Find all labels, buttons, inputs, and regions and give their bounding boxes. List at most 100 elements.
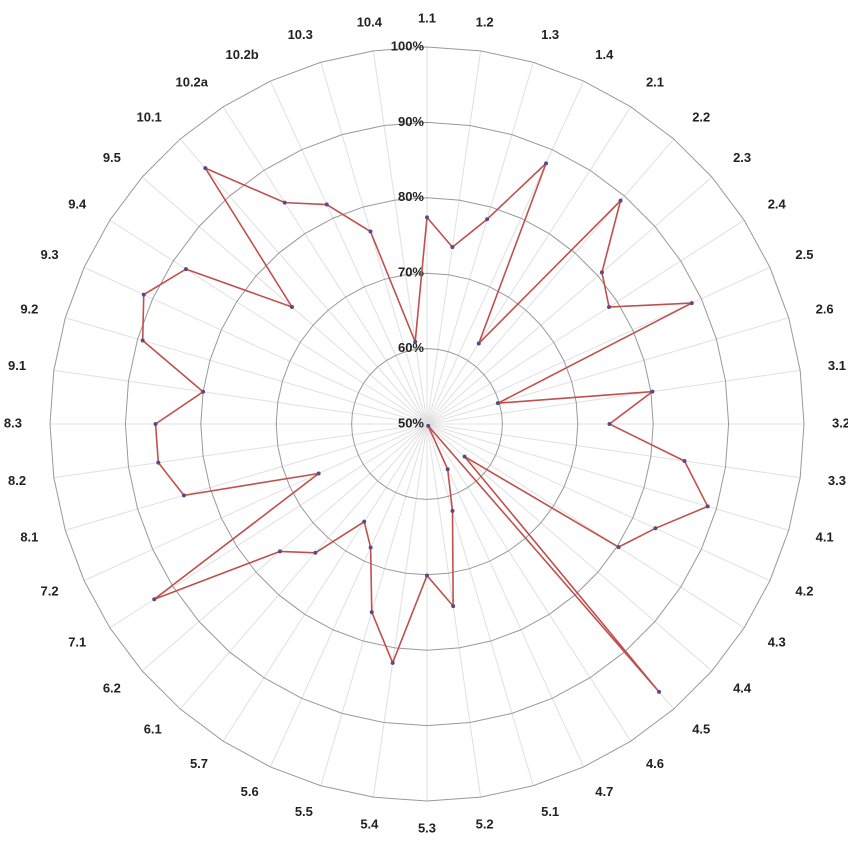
spoke: [426, 106, 632, 425]
category-label: 6.1: [144, 722, 162, 737]
category-label: 4.1: [816, 530, 834, 545]
data-point: [450, 508, 455, 513]
spoke: [141, 423, 428, 672]
data-point: [152, 597, 157, 602]
data-point: [141, 292, 146, 297]
category-label: 1.4: [595, 47, 614, 62]
category-label: 10.1: [136, 109, 161, 124]
y-tick-label: 80%: [398, 189, 424, 204]
spoke: [426, 423, 585, 768]
data-point: [156, 460, 161, 465]
data-point: [705, 504, 710, 509]
spoke: [65, 317, 428, 425]
data-point: [201, 389, 206, 394]
category-label: 2.4: [768, 196, 787, 211]
data-point: [462, 454, 467, 459]
y-tick-label: 60%: [398, 340, 424, 355]
category-label: 1.1: [418, 10, 436, 25]
data-point: [183, 267, 188, 272]
spoke: [222, 423, 428, 742]
spoke: [426, 423, 771, 582]
spoke: [179, 138, 428, 425]
category-label: 7.2: [41, 584, 59, 599]
data-point: [362, 519, 367, 524]
data-point: [140, 338, 145, 343]
grid-ring: [124, 121, 730, 727]
grid-ring: [351, 348, 503, 500]
spoke: [53, 423, 428, 479]
spoke: [83, 266, 428, 425]
data-point: [425, 215, 429, 220]
category-label: 9.3: [41, 247, 59, 262]
category-label: 9.2: [20, 301, 38, 316]
spoke: [426, 219, 745, 425]
category-label: 3.2: [832, 415, 848, 430]
data-point: [277, 549, 282, 554]
spoke: [222, 106, 428, 425]
data-point: [368, 545, 373, 550]
spoke: [320, 423, 428, 786]
data-point: [390, 660, 395, 665]
data-point: [618, 198, 623, 203]
category-label: 5.1: [541, 804, 559, 819]
category-label: 6.2: [103, 681, 121, 696]
data-point: [289, 304, 294, 309]
category-label: 1.3: [541, 27, 559, 42]
y-tick-label: 70%: [398, 265, 424, 280]
y-tick-label: 90%: [398, 114, 424, 129]
spoke: [109, 423, 428, 629]
spoke: [426, 423, 789, 531]
category-label: 5.5: [295, 804, 313, 819]
data-point: [203, 166, 208, 171]
category-label: 5.3: [418, 820, 436, 835]
data-point: [153, 422, 158, 426]
spoke: [426, 423, 482, 798]
data-point: [413, 339, 418, 344]
data-point: [607, 422, 612, 426]
spoke: [65, 423, 428, 531]
spoke: [426, 423, 745, 629]
spoke: [269, 80, 428, 425]
category-label: 3.3: [828, 473, 846, 488]
category-label: 3.1: [828, 358, 846, 373]
data-point: [369, 610, 374, 615]
spoke: [179, 423, 428, 710]
spoke: [269, 423, 428, 768]
data-point: [599, 270, 604, 275]
category-label: 5.4: [360, 816, 379, 831]
category-label: 4.6: [646, 756, 664, 771]
spoke: [426, 80, 585, 425]
data-point: [324, 202, 329, 207]
data-point: [451, 604, 456, 609]
spoke: [426, 50, 482, 425]
y-tick-label: 100%: [391, 38, 425, 53]
category-label: 2.3: [733, 150, 751, 165]
data-point: [445, 467, 450, 472]
data-point: [425, 573, 429, 578]
data-point: [476, 341, 481, 346]
data-point: [450, 245, 455, 250]
category-label: 1.2: [476, 15, 494, 30]
category-label: 4.4: [733, 681, 752, 696]
data-point: [653, 526, 658, 531]
spoke: [426, 423, 632, 742]
spoke: [426, 138, 675, 425]
category-label: 10.2a: [175, 75, 208, 90]
data-point: [607, 305, 612, 310]
data-point: [616, 545, 621, 550]
spoke: [83, 423, 428, 582]
data-point: [689, 301, 694, 306]
data-point: [544, 161, 549, 166]
category-label: 5.6: [241, 784, 259, 799]
category-label: 9.5: [103, 150, 121, 165]
spoke: [320, 62, 428, 425]
spoke: [426, 369, 801, 425]
spoke: [426, 62, 534, 425]
category-label: 8.2: [8, 473, 26, 488]
data-point: [181, 493, 186, 498]
data-point: [682, 459, 687, 464]
data-point: [650, 389, 655, 394]
category-label: 4.2: [795, 584, 813, 599]
category-label: 5.2: [476, 816, 494, 831]
